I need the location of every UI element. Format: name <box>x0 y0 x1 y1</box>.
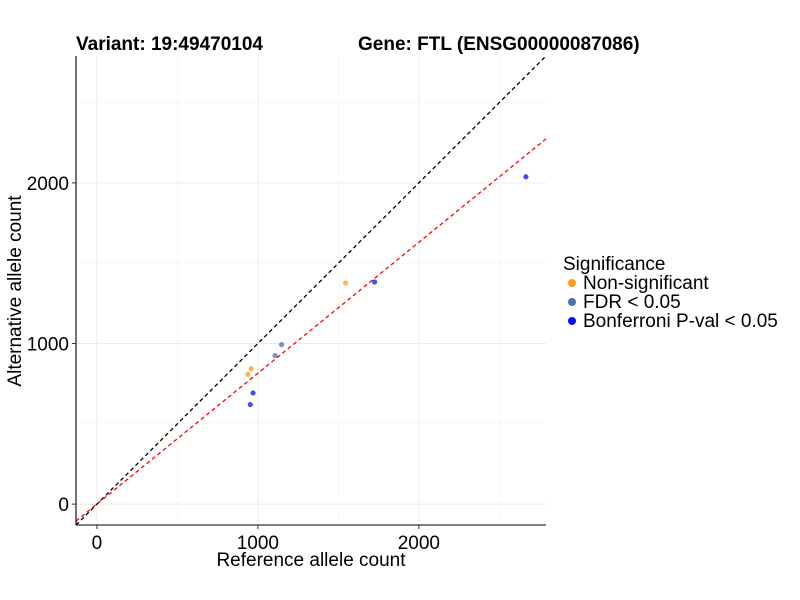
y-axis-title: Alternative allele count <box>5 195 26 387</box>
y-tick-label: 1000 <box>27 335 69 356</box>
axes <box>75 56 546 526</box>
y-tick-label: 0 <box>58 495 69 516</box>
legend-swatch <box>568 317 576 325</box>
data-point-non-significant <box>245 371 251 377</box>
chart-title-gene: Gene: FTL (ENSG00000087086) <box>358 34 640 55</box>
x-tick-label: 0 <box>92 533 103 554</box>
x-tick-label: 1000 <box>237 533 279 554</box>
reference-line-equal-count <box>75 55 547 526</box>
chart-title-variant: Variant: 19:49470104 <box>76 34 263 55</box>
legend-label: Non-significant <box>583 273 709 294</box>
reference-lines <box>75 55 547 526</box>
grid <box>76 56 546 525</box>
data-point-non-significant <box>343 280 349 286</box>
data-point-fdr-0-05 <box>278 342 285 348</box>
legend-title: Significance <box>563 254 665 275</box>
data-point-bonferroni-p-val-0-05 <box>247 401 253 408</box>
legend-label: Bonferroni P-val < 0.05 <box>583 311 778 332</box>
data-point-bonferroni-p-val-0-05 <box>250 390 256 396</box>
data-point-bonferroni-p-val-0-05 <box>523 174 529 180</box>
data-point-bonferroni-p-val-0-05 <box>371 279 378 285</box>
y-tick-label: 2000 <box>27 174 69 195</box>
data-point-non-significant <box>248 366 254 372</box>
ticks: 0 1000 2000 0 1000 2000 <box>27 174 440 554</box>
legend-swatch <box>568 298 576 306</box>
reference-line-fitted-ratio <box>75 138 547 522</box>
x-axis-title: Reference allele count <box>216 550 406 571</box>
x-tick-label: 2000 <box>398 533 440 554</box>
legend-swatch <box>568 279 576 287</box>
legend-label: FDR < 0.05 <box>583 292 681 313</box>
data-point-fdr-0-05 <box>272 352 278 359</box>
data-points <box>245 174 529 408</box>
